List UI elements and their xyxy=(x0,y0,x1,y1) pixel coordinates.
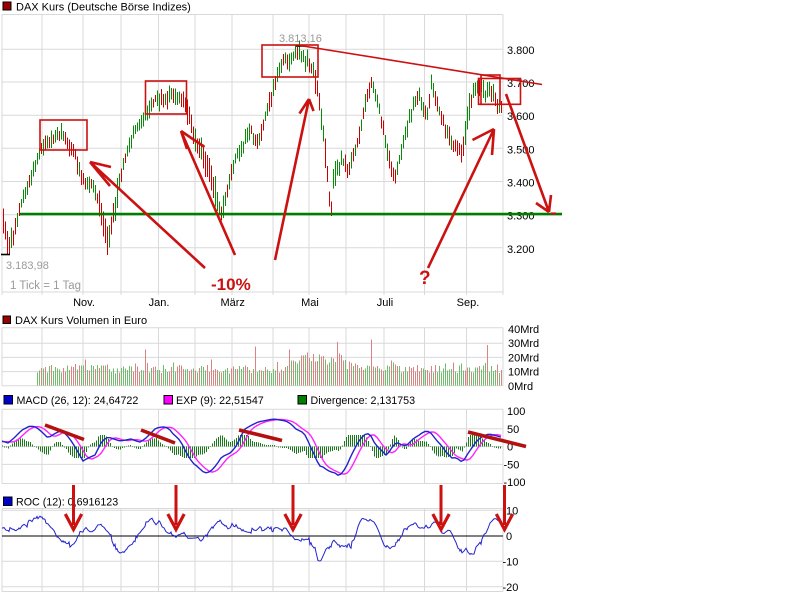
svg-text:Sep.: Sep. xyxy=(457,297,480,309)
svg-text:-100: -100 xyxy=(504,477,526,489)
svg-text:50: 50 xyxy=(507,424,519,436)
svg-text:20Mrd: 20Mrd xyxy=(508,352,539,364)
svg-text:0: 0 xyxy=(506,531,512,543)
svg-text:Mai: Mai xyxy=(301,297,319,309)
svg-text:3.400: 3.400 xyxy=(507,178,535,190)
svg-text:?: ? xyxy=(419,268,431,289)
svg-text:0: 0 xyxy=(507,442,513,454)
svg-text:-50: -50 xyxy=(504,459,520,471)
svg-text:3.300: 3.300 xyxy=(507,211,535,223)
svg-text:10Mrd: 10Mrd xyxy=(508,367,539,379)
svg-text:Divergence: 2,131753: Divergence: 2,131753 xyxy=(311,395,416,407)
svg-text:EXP (9): 22,51547: EXP (9): 22,51547 xyxy=(176,395,264,407)
svg-text:0Mrd: 0Mrd xyxy=(508,381,533,393)
svg-text:3.600: 3.600 xyxy=(507,111,535,123)
svg-text:40Mrd: 40Mrd xyxy=(508,324,539,336)
svg-text:10: 10 xyxy=(506,505,518,517)
svg-text:DAX Kurs Volumen in Euro: DAX Kurs Volumen in Euro xyxy=(15,315,147,327)
svg-text:Nov.: Nov. xyxy=(73,297,95,309)
svg-text:3.813,16: 3.813,16 xyxy=(279,33,322,45)
svg-text:-10: -10 xyxy=(503,556,519,568)
svg-text:3.800: 3.800 xyxy=(507,45,535,57)
svg-text:3.200: 3.200 xyxy=(507,244,535,256)
svg-text:ROC (12): 0,6916123: ROC (12): 0,6916123 xyxy=(16,497,118,509)
svg-text:3.500: 3.500 xyxy=(507,144,535,156)
svg-text:März: März xyxy=(220,297,244,309)
svg-text:-10%: -10% xyxy=(211,275,251,294)
svg-text:3.183,98: 3.183,98 xyxy=(6,260,49,272)
svg-text:Jan.: Jan. xyxy=(149,297,170,309)
svg-text:100: 100 xyxy=(507,406,525,418)
svg-text:DAX Kurs (Deutsche Börse Indiz: DAX Kurs (Deutsche Börse Indizes) xyxy=(16,2,191,14)
svg-text:1 Tick = 1 Tag: 1 Tick = 1 Tag xyxy=(10,280,81,292)
svg-text:Juli: Juli xyxy=(377,297,394,309)
svg-text:MACD (26, 12): 24,64722: MACD (26, 12): 24,64722 xyxy=(17,395,139,407)
svg-text:30Mrd: 30Mrd xyxy=(508,338,539,350)
svg-text:-20: -20 xyxy=(503,582,519,594)
